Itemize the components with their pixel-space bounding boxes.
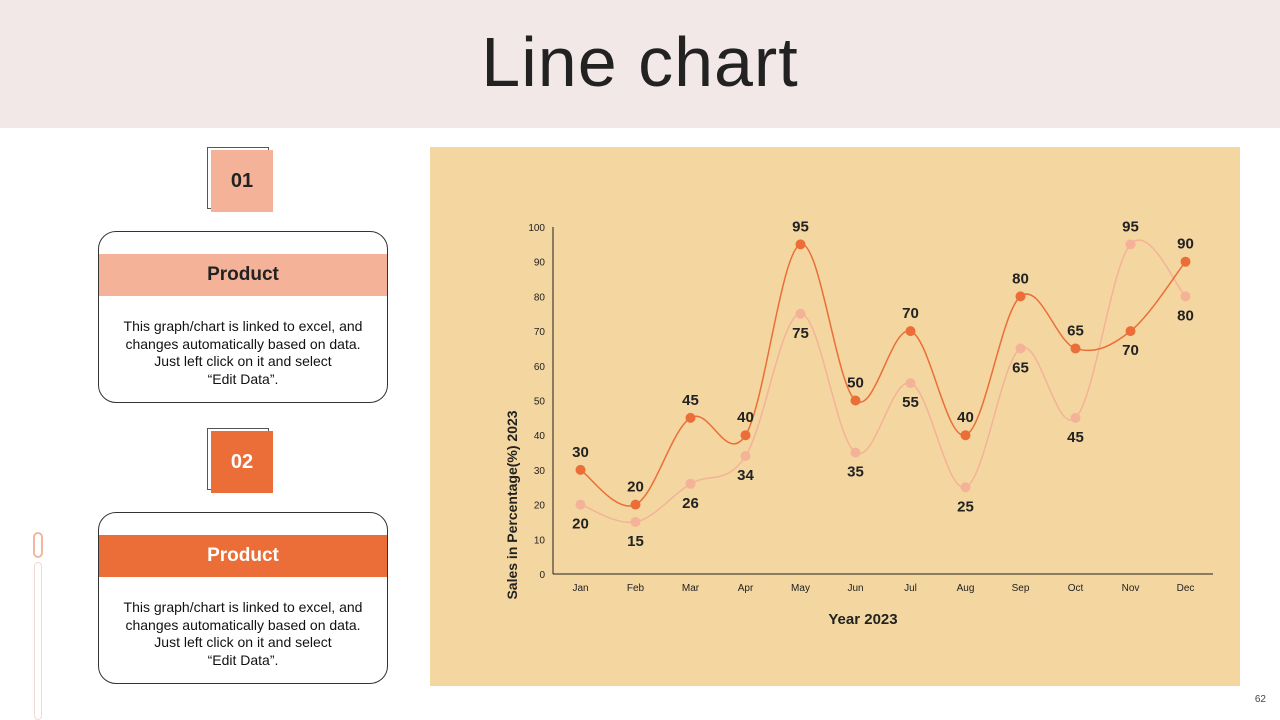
x-tick-label: Aug [957, 583, 975, 594]
data-label: 55 [902, 394, 919, 411]
data-point [685, 412, 696, 423]
data-label: 95 [1122, 218, 1139, 235]
data-point [905, 378, 916, 389]
step-number-box-2: 02 [207, 428, 273, 493]
y-axis-label: Sales in Percentage(%) 2023 [504, 410, 520, 599]
data-point [575, 464, 586, 475]
y-tick-label: 40 [534, 431, 546, 442]
data-label: 34 [737, 467, 754, 484]
x-tick-label: Nov [1122, 583, 1140, 594]
data-point [740, 451, 751, 462]
data-point [630, 499, 641, 510]
data-point [1180, 256, 1191, 267]
data-point [1125, 326, 1136, 337]
data-label: 45 [1067, 429, 1084, 446]
decorative-rail [34, 562, 42, 720]
x-tick-label: Mar [682, 583, 700, 594]
data-label: 45 [682, 392, 699, 409]
data-label: 65 [1067, 322, 1084, 339]
decorative-scroll-shape [33, 532, 43, 720]
chart-panel: Sales in Percentage(%) 2023 Year 2023 0 1… [430, 147, 1240, 686]
data-label: 35 [847, 464, 864, 481]
step-number-box-1: 01 [207, 147, 273, 212]
data-label: 90 [1177, 236, 1194, 253]
product-heading-2: Product [99, 535, 387, 577]
y-tick-label: 60 [534, 362, 546, 373]
data-point [905, 326, 916, 337]
y-tick-label: 20 [534, 501, 546, 512]
data-label: 30 [572, 444, 589, 461]
product-description-2: This graph/chart is linked to excel, and… [123, 599, 363, 668]
data-point [795, 308, 806, 319]
data-label: 40 [957, 409, 974, 426]
data-point [1125, 239, 1136, 250]
x-tick-label: May [791, 583, 810, 594]
data-point [795, 239, 806, 250]
data-point [685, 478, 696, 489]
x-tick-label: Apr [738, 583, 754, 594]
y-tick-label: 50 [534, 397, 546, 408]
x-tick-label: Oct [1068, 583, 1084, 594]
data-label: 80 [1177, 307, 1194, 324]
data-label: 70 [1122, 342, 1139, 359]
x-axis-label: Year 2023 [828, 611, 897, 628]
header-bar: Line chart [0, 0, 1280, 128]
data-label: 15 [627, 533, 644, 550]
x-tick-label: Jan [572, 583, 588, 594]
data-point [1070, 412, 1081, 423]
step-number-2: 02 [211, 431, 273, 493]
data-label: 26 [682, 495, 699, 512]
data-point [850, 447, 861, 458]
data-point [575, 499, 586, 510]
data-point [630, 516, 641, 527]
data-point [850, 395, 861, 406]
step-number-1: 01 [211, 150, 273, 212]
y-tick-label: 70 [534, 327, 546, 338]
product-card-1: Product This graph/chart is linked to ex… [98, 231, 388, 403]
series-line-2 [580, 239, 1187, 524]
data-point [1070, 343, 1081, 354]
page-number: 62 [1254, 694, 1266, 705]
data-label: 40 [737, 409, 754, 426]
x-tick-label: Dec [1177, 583, 1195, 594]
data-point [960, 430, 971, 441]
data-label: 95 [792, 218, 809, 235]
data-label: 25 [957, 498, 974, 515]
decorative-knob [33, 532, 43, 558]
data-point [1015, 343, 1026, 354]
y-tick-label: 10 [534, 535, 546, 546]
y-tick-label: 100 [528, 223, 545, 234]
data-point [1180, 291, 1191, 302]
data-point [960, 482, 971, 493]
data-label: 75 [792, 325, 809, 342]
x-tick-label: Jun [847, 583, 863, 594]
data-label: 20 [627, 479, 644, 496]
data-point [1015, 291, 1026, 302]
y-tick-label: 30 [534, 466, 546, 477]
line-chart: Sales in Percentage(%) 2023 Year 2023 0 1… [504, 218, 1213, 628]
data-label: 50 [847, 375, 864, 392]
series-line-1 [580, 243, 1187, 507]
data-label: 65 [1012, 359, 1029, 376]
x-tick-label: Sep [1012, 583, 1030, 594]
y-tick-label: 80 [534, 292, 546, 303]
data-label: 70 [902, 305, 919, 322]
product-description-1: This graph/chart is linked to excel, and… [123, 318, 363, 387]
x-tick-label: Feb [627, 583, 645, 594]
y-tick-label: 0 [539, 570, 545, 581]
data-point [740, 430, 751, 441]
x-tick-label: Jul [904, 583, 917, 594]
y-tick-label: 90 [534, 258, 546, 269]
data-label: 80 [1012, 270, 1029, 287]
page-title: Line chart [481, 23, 799, 101]
product-card-2: Product This graph/chart is linked to ex… [98, 512, 388, 684]
data-label: 20 [572, 516, 589, 533]
product-heading-1: Product [99, 254, 387, 296]
